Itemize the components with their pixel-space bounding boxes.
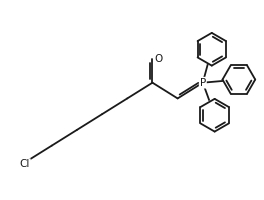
Text: P: P xyxy=(200,78,206,88)
Text: O: O xyxy=(155,54,163,64)
Text: Cl: Cl xyxy=(20,159,30,169)
